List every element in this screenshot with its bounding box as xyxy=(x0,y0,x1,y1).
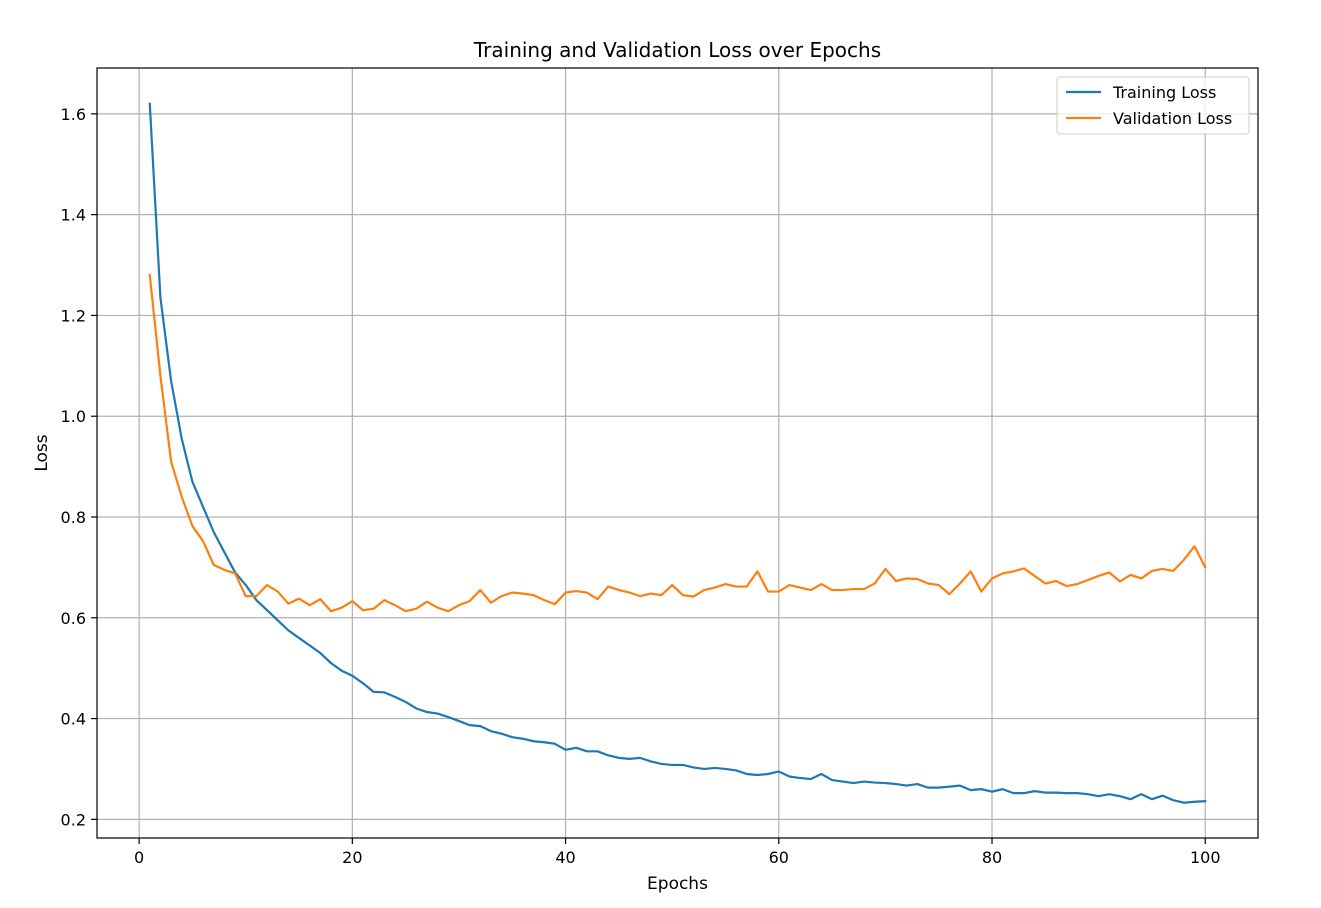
x-axis-label: Epochs xyxy=(647,874,708,894)
plot-frame xyxy=(96,67,1259,839)
y-tick-label: 1.2 xyxy=(61,306,86,325)
y-tick-label: 1.6 xyxy=(61,105,86,124)
x-tick-label: 20 xyxy=(342,848,362,867)
x-tick-label: 0 xyxy=(134,848,144,867)
y-axis-label: Loss xyxy=(32,434,52,471)
series-lines xyxy=(148,102,1207,804)
x-tick-label: 60 xyxy=(769,848,789,867)
y-tick-label: 0.8 xyxy=(61,508,86,527)
y-tick-label: 1.4 xyxy=(61,206,86,225)
y-tick-label: 0.4 xyxy=(61,710,86,729)
legend-label-training-loss: Training Loss xyxy=(1112,83,1216,102)
y-tick-label: 1.0 xyxy=(61,407,86,426)
legend-label-validation-loss: Validation Loss xyxy=(1113,109,1232,128)
legend-box xyxy=(1056,76,1250,135)
chart-title: Training and Validation Loss over Epochs xyxy=(473,38,881,62)
series-line-training-loss xyxy=(148,102,1207,804)
legend: Training Loss Validation Loss xyxy=(1056,76,1250,135)
x-tick-label: 80 xyxy=(982,848,1002,867)
axis-ticks: 0 20 40 60 80 100 0.2 0.4 0.6 0.8 1.0 1.2 1.4 1.6 xyxy=(61,105,1221,867)
series-line-validation-loss xyxy=(148,273,1207,613)
x-tick-label: 100 xyxy=(1190,848,1221,867)
grid-lines xyxy=(97,68,1258,838)
x-tick-label: 40 xyxy=(555,848,575,867)
y-tick-label: 0.6 xyxy=(61,609,86,628)
y-tick-label: 0.2 xyxy=(61,810,86,829)
